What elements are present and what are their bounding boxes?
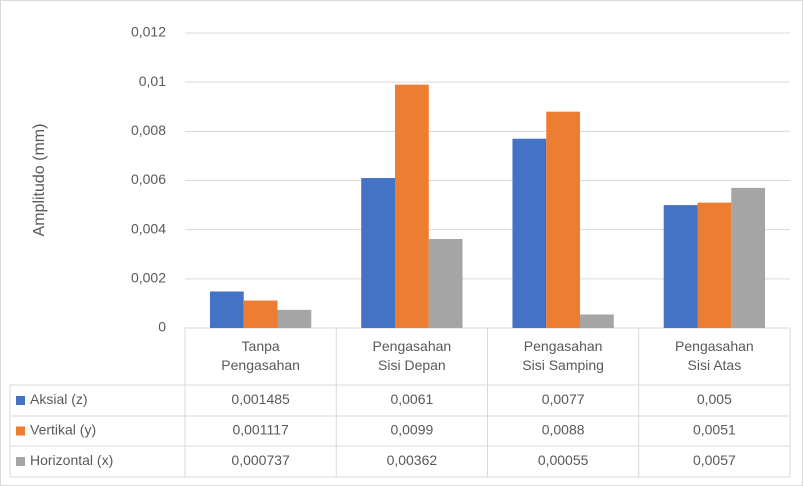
- bar: [731, 187, 766, 328]
- legend-swatch: [16, 457, 25, 466]
- table-value: 0,0099: [390, 422, 433, 438]
- y-tick-label: 0,004: [131, 220, 166, 236]
- bar: [663, 205, 698, 328]
- legend-label: Vertikal (y): [30, 422, 96, 438]
- x-tick-label: Pengasahan Sisi Atas: [675, 338, 754, 373]
- legend-label: Aksial (z): [30, 391, 88, 407]
- legend-label: Horizontal (x): [30, 452, 113, 468]
- bar: [243, 300, 278, 328]
- table-value: 0,00055: [538, 452, 589, 468]
- x-tick-label: Tanpa Pengasahan: [221, 338, 300, 373]
- table-value: 0,0057: [693, 452, 736, 468]
- bar: [428, 239, 463, 328]
- bar: [277, 309, 312, 328]
- y-tick-label: 0,008: [131, 122, 166, 138]
- bar: [394, 84, 429, 328]
- y-tick-label: 0,002: [131, 270, 166, 286]
- table-value: 0,0061: [390, 391, 433, 407]
- bar: [546, 111, 581, 329]
- x-tick-label: Pengasahan Sisi Samping: [522, 338, 604, 373]
- bar: [697, 202, 732, 328]
- table-value: 0,001117: [232, 422, 289, 438]
- legend-swatch: [16, 396, 25, 405]
- table-value: 0,001485: [231, 391, 290, 407]
- y-tick-label: 0: [158, 319, 166, 335]
- y-axis-title: Amplitudo (mm): [31, 124, 48, 237]
- y-tick-label: 0,01: [139, 73, 166, 89]
- bar: [209, 291, 244, 328]
- table-value: 0,0051: [693, 422, 736, 438]
- table-value: 0,0088: [542, 422, 585, 438]
- x-tick-label: Pengasahan Sisi Depan: [372, 338, 452, 373]
- y-tick-label: 0,006: [131, 171, 166, 187]
- legend-swatch: [16, 426, 25, 436]
- table-value: 0,005: [697, 391, 732, 407]
- bar: [580, 314, 614, 328]
- table-value: 0,000737: [231, 452, 290, 468]
- table-value: 0,00362: [387, 452, 438, 468]
- table-value: 0,0077: [542, 391, 585, 407]
- bar: [512, 138, 547, 328]
- bar: [361, 178, 395, 328]
- y-tick-label: 0,012: [131, 24, 166, 40]
